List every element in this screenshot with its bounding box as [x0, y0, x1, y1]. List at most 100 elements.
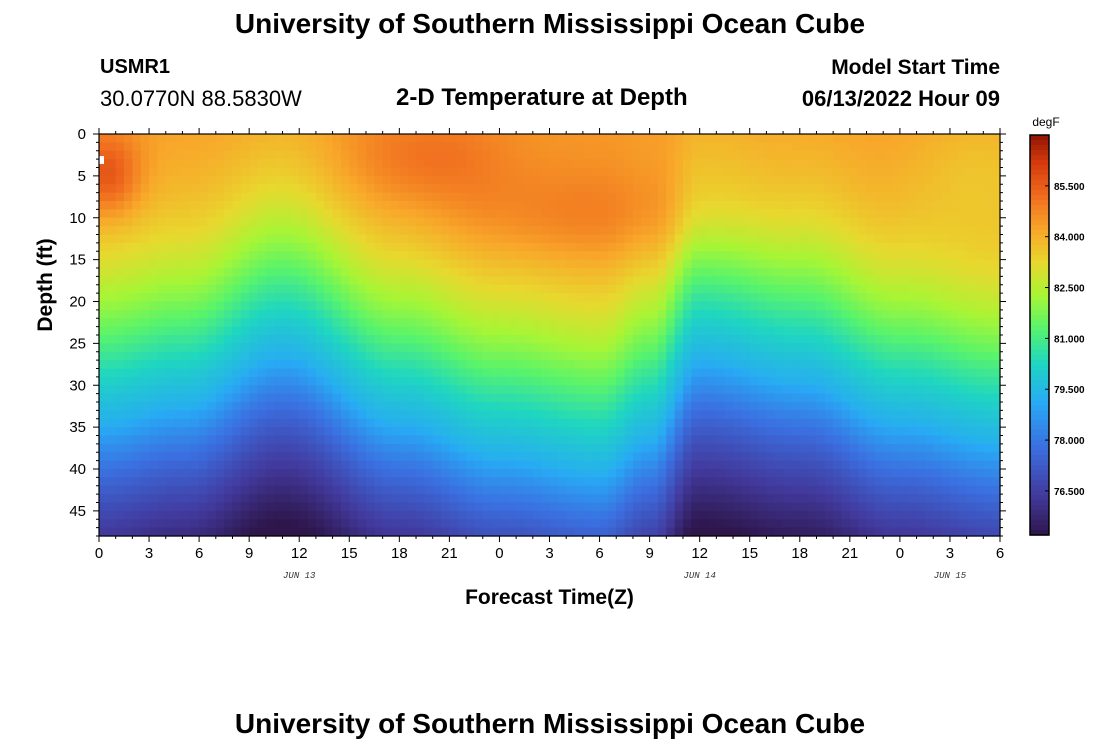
heatmap-cell	[349, 368, 359, 378]
heatmap-cell	[716, 435, 726, 445]
heatmap-cell	[424, 460, 434, 470]
heatmap-cell	[107, 284, 117, 294]
heatmap-cell	[399, 485, 409, 495]
heatmap-cell	[874, 360, 884, 370]
heatmap-cell	[716, 142, 726, 152]
heatmap-cell	[824, 494, 834, 504]
heatmap-cell	[783, 259, 793, 269]
heatmap-cell	[991, 443, 1001, 453]
heatmap-cell	[474, 452, 484, 462]
heatmap-cell	[449, 259, 459, 269]
heatmap-cell	[774, 268, 784, 277]
heatmap-cell	[365, 452, 375, 462]
heatmap-cell	[883, 167, 893, 177]
heatmap-cell	[708, 360, 717, 370]
heatmap-cell	[916, 435, 926, 445]
heatmap-cell	[649, 351, 659, 361]
heatmap-cell	[424, 309, 434, 319]
heatmap-cell	[674, 301, 684, 311]
heatmap-cell	[165, 376, 175, 386]
heatmap-cell	[290, 217, 300, 227]
heatmap-cell	[349, 385, 359, 395]
heatmap-cell	[733, 251, 742, 261]
heatmap-cell	[207, 268, 217, 277]
heatmap-cell	[149, 301, 158, 311]
heatmap-cell	[924, 376, 934, 386]
heatmap-cell	[632, 184, 642, 194]
heatmap-cell	[708, 293, 717, 303]
heatmap-cell	[699, 293, 709, 303]
heatmap-cell	[808, 217, 818, 227]
heatmap-cell	[883, 217, 893, 227]
heatmap-cell	[582, 159, 592, 169]
heatmap-cell	[307, 485, 317, 495]
heatmap-cell	[624, 301, 634, 311]
heatmap-cell	[307, 418, 317, 428]
heatmap-cell	[107, 477, 117, 487]
heatmap-cell	[282, 376, 292, 386]
heatmap-cell	[516, 242, 526, 252]
heatmap-cell	[274, 192, 284, 202]
heatmap-cell	[174, 368, 184, 378]
heatmap-cell	[866, 201, 876, 210]
heatmap-cell	[407, 276, 417, 286]
heatmap-cell	[549, 452, 559, 462]
heatmap-cell	[574, 309, 584, 319]
heatmap-cell	[382, 301, 392, 311]
heatmap-cell	[299, 427, 309, 437]
heatmap-cell	[382, 502, 392, 512]
heatmap-cell	[124, 184, 133, 194]
heatmap-cell	[941, 443, 951, 453]
heatmap-cell	[282, 318, 292, 328]
heatmap-cell	[124, 259, 133, 269]
heatmap-cell	[324, 418, 334, 428]
heatmap-cell	[174, 427, 184, 437]
heatmap-cell	[616, 368, 626, 378]
heatmap-cell	[199, 494, 209, 504]
heatmap-cell	[499, 167, 509, 177]
heatmap-cell	[457, 150, 467, 160]
heatmap-cell	[632, 335, 642, 344]
heatmap-cell	[966, 318, 976, 328]
heatmap-cell	[224, 301, 234, 311]
heatmap-cell	[674, 259, 684, 269]
heatmap-cell	[382, 209, 392, 219]
heatmap-cell	[774, 276, 784, 286]
heatmap-cell	[307, 393, 317, 403]
heatmap-cell	[758, 217, 767, 227]
heatmap-cell	[908, 259, 918, 269]
heatmap-cell	[432, 335, 442, 344]
heatmap-cell	[641, 443, 651, 453]
heatmap-cell	[349, 427, 359, 437]
heatmap-cell	[557, 217, 567, 227]
heatmap-cell	[716, 368, 726, 378]
heatmap-cell	[399, 418, 409, 428]
heatmap-cell	[657, 234, 667, 244]
heatmap-cell	[457, 184, 467, 194]
heatmap-cell	[774, 343, 784, 353]
heatmap-cell	[340, 443, 350, 453]
heatmap-cell	[657, 326, 667, 336]
heatmap-cell	[908, 385, 918, 395]
heatmap-cell	[607, 201, 617, 210]
heatmap-cell	[924, 485, 934, 495]
heatmap-cell	[315, 251, 325, 261]
heatmap-cell	[891, 259, 901, 269]
heatmap-cell	[983, 268, 993, 277]
heatmap-cell	[591, 485, 601, 495]
heatmap-cell	[849, 217, 859, 227]
heatmap-cell	[274, 242, 284, 252]
heatmap-cell	[424, 150, 434, 160]
heatmap-cell	[833, 326, 843, 336]
heatmap-cell	[215, 259, 225, 269]
heatmap-cell	[841, 284, 851, 294]
heatmap-cell	[791, 293, 801, 303]
heatmap-cell	[749, 301, 759, 311]
heatmap-cell	[891, 477, 901, 487]
heatmap-cell	[974, 184, 984, 194]
heatmap-cell	[257, 343, 267, 353]
heatmap-cell	[516, 284, 526, 294]
heatmap-cell	[766, 443, 776, 453]
heatmap-cell	[224, 485, 234, 495]
heatmap-cell	[849, 134, 859, 143]
